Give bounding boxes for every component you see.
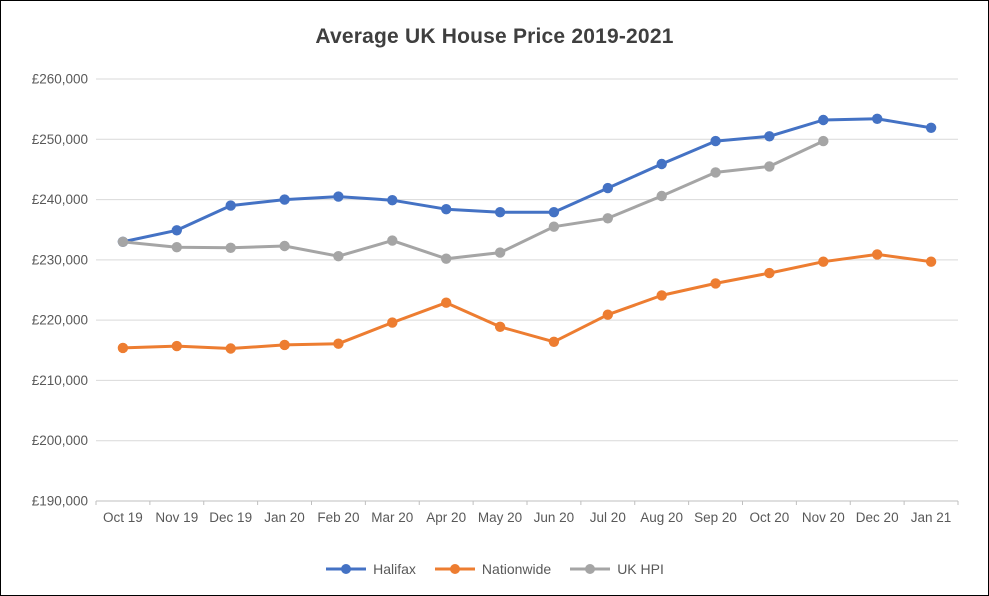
x-axis-tick-label: May 20 [478, 510, 522, 525]
y-axis-tick-label: £240,000 [32, 192, 88, 207]
data-point-halifax [225, 200, 236, 211]
legend-item-uk-hpi: UK HPI [563, 561, 670, 577]
x-axis-tick-label: Dec 19 [209, 510, 252, 525]
data-point-halifax [602, 182, 613, 194]
data-point-halifax [656, 158, 667, 170]
data-point-uk-hpi [279, 240, 290, 252]
data-point-nationwide [279, 339, 290, 351]
legend-item-halifax: Halifax [319, 561, 422, 577]
data-point-halifax [387, 195, 398, 206]
data-point-halifax [441, 204, 452, 215]
data-point-uk-hpi [171, 242, 182, 253]
data-point-halifax [818, 114, 829, 126]
series-line-nationwide [121, 252, 933, 350]
data-point-nationwide [602, 309, 613, 320]
data-point-uk-hpi [710, 167, 721, 178]
legend-item-nationwide: Nationwide [428, 561, 557, 577]
data-point-uk-hpi [818, 135, 829, 147]
x-axis-tick-label: Jul 20 [590, 510, 626, 525]
x-axis-tick-label: Mar 20 [371, 510, 413, 525]
x-axis-tick-label: Jan 21 [911, 510, 952, 525]
x-axis-tick-label: Apr 20 [426, 510, 466, 525]
y-axis-tick-label: £220,000 [32, 313, 88, 328]
data-point-nationwide [117, 342, 129, 354]
data-point-uk-hpi [602, 213, 613, 224]
data-point-nationwide [710, 278, 721, 289]
data-point-nationwide [171, 340, 182, 352]
data-point-halifax [872, 113, 883, 125]
data-point-halifax [764, 131, 775, 142]
x-axis-tick-label: Nov 20 [802, 510, 845, 525]
data-point-nationwide [494, 321, 506, 332]
data-point-uk-hpi [333, 251, 344, 262]
data-point-nationwide [441, 297, 452, 308]
x-axis-tick-label: Jan 20 [264, 510, 305, 525]
data-point-halifax [925, 122, 937, 133]
data-point-halifax [710, 135, 721, 147]
x-axis-tick-label: Nov 19 [155, 510, 198, 525]
y-axis-tick-label: £260,000 [32, 72, 88, 87]
y-axis-tick-label: £250,000 [32, 132, 88, 147]
legend-marker-nationwide [434, 564, 475, 574]
series-line-uk-hpi [121, 139, 825, 261]
y-axis-tick-label: £190,000 [32, 494, 88, 509]
data-point-uk-hpi [656, 190, 667, 202]
series-halifax [117, 113, 937, 247]
data-point-nationwide [333, 338, 344, 349]
gridlines [96, 78, 958, 502]
data-point-halifax [548, 207, 560, 218]
data-point-nationwide [925, 256, 937, 267]
data-point-nationwide [387, 317, 398, 328]
data-point-uk-hpi [441, 253, 452, 264]
data-point-halifax [333, 191, 344, 202]
data-point-uk-hpi [764, 161, 775, 172]
data-point-halifax [279, 194, 290, 205]
legend-label-nationwide: Nationwide [481, 561, 552, 577]
data-point-halifax [171, 225, 182, 236]
data-point-uk-hpi [117, 236, 129, 247]
data-point-uk-hpi [494, 247, 506, 258]
x-axis-tick-label: Feb 20 [317, 510, 359, 525]
data-point-nationwide [818, 256, 829, 267]
series-uk-hpi [117, 135, 829, 264]
data-point-nationwide [548, 336, 560, 347]
data-point-uk-hpi [387, 235, 398, 246]
x-axis-tick-label: Dec 20 [856, 510, 899, 525]
data-point-halifax [494, 207, 506, 218]
legend-marker-halifax [326, 564, 367, 574]
data-point-uk-hpi [225, 242, 236, 253]
legend-label-halifax: Halifax [373, 561, 416, 577]
legend-marker-uk-hpi [570, 564, 611, 574]
data-point-nationwide [225, 343, 236, 354]
data-point-nationwide [764, 267, 775, 279]
data-point-uk-hpi [548, 221, 560, 232]
x-axis-tick-label: Oct 19 [103, 510, 143, 525]
series-nationwide [117, 249, 937, 354]
x-axis-tick-label: Aug 20 [640, 510, 683, 525]
x-axis-tick-label: Oct 20 [750, 510, 790, 525]
x-axis-labels: Oct 19 Nov 19 Dec 19 Jan 20 Feb 20 Mar 20 Apr … [95, 501, 959, 525]
data-point-nationwide [872, 249, 883, 260]
y-axis-tick-label: £200,000 [32, 433, 88, 448]
series-line-halifax [121, 117, 933, 244]
y-axis-tick-label: £230,000 [32, 252, 88, 267]
x-axis-tick-label: Jun 20 [534, 510, 575, 525]
legend-label-uk-hpi: UK HPI [617, 561, 664, 577]
y-axis-tick-label: £210,000 [32, 373, 88, 388]
y-axis-labels: £190,000 £200,000 £210,000 £220,000 £230,000… [32, 72, 88, 509]
data-point-nationwide [656, 290, 667, 301]
chart-title: Average UK House Price 2019-2021 [315, 25, 674, 48]
chart-legend: Halifax Nationwide UK HPI [1, 561, 988, 577]
x-axis-tick-label: Sep 20 [694, 510, 737, 525]
